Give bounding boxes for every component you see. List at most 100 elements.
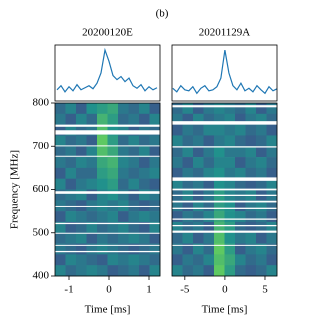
masked-channels [172,244,277,246]
heatmap-cell [65,157,77,169]
heatmap-cell [55,113,66,125]
heatmap-cell [107,254,119,266]
heatmap-cell [65,178,77,190]
heatmap-cell [128,211,140,223]
heatmap-cell [97,178,108,190]
heatmap-cell [107,211,119,223]
heatmap-cell [172,211,183,223]
heatmap-cell [118,189,129,201]
heatmap-cell [128,243,140,255]
heatmap-cell [266,124,278,136]
heatmap-cell [266,254,278,266]
heatmap-cell [55,135,66,147]
heatmap-cell [128,167,140,179]
heatmap-cell [55,254,66,266]
heatmap-cell [97,211,108,223]
heatmap-cell [214,221,225,234]
heatmap-cell [235,178,246,190]
heatmap-cell [214,103,225,115]
heatmap-cell [193,135,204,147]
heatmap-cell [182,103,194,115]
heatmap-cell [224,265,236,277]
heatmap-cell [182,113,194,125]
heatmap-cell [128,178,140,190]
heatmap-cell [107,113,119,125]
heatmap-cell [86,157,98,169]
heatmap-cell [182,135,194,147]
masked-channels [55,250,160,253]
masked-channels [172,224,277,227]
heatmap-cell [193,221,204,234]
heatmap-cell [107,146,119,158]
heatmap-cell [139,221,150,234]
heatmap-cell [76,167,87,179]
heatmap-cell [107,157,119,169]
heatmap-cell [128,232,140,244]
heatmap-cell [107,243,119,255]
heatmap-cell [55,189,66,201]
heatmap-cell [256,200,267,212]
heatmap-cell [97,113,108,125]
masked-channels [55,155,160,157]
heatmap-cell [149,167,161,179]
heatmap-cell [118,103,129,115]
heatmap-cell [224,243,236,255]
heatmap-cell [76,243,87,255]
masked-channels [55,205,160,207]
heatmap-cell [224,178,236,190]
heatmap-cell [224,167,236,179]
heatmap-cell [172,265,183,277]
heatmap-cell [245,211,257,223]
heatmap-cell [118,254,129,266]
heatmap-cell [266,221,278,234]
heatmap-cell [235,211,246,223]
heatmap-cell [76,265,87,277]
panel-title: 20201129A [199,27,251,39]
heatmap-cell [139,113,150,125]
masked-channels [55,130,160,135]
heatmap-cell [182,157,194,169]
heatmap-cell [65,167,77,179]
heatmap-cell [107,178,119,190]
heatmap-cell [107,103,119,115]
heatmap-cell [86,135,98,147]
masked-channels [172,207,277,209]
heatmap-cell [235,124,246,136]
heatmap-cell [139,189,150,201]
heatmap-cell [65,103,77,115]
heatmap-cell [203,243,215,255]
heatmap-cell [55,232,66,244]
heatmap-cell [245,243,257,255]
heatmap-cell [118,178,129,190]
heatmap-cell [86,103,98,115]
heatmap-cell [86,200,98,212]
heatmap-cell [86,167,98,179]
heatmap-cell [256,135,267,147]
heatmap-cell [118,221,129,234]
heatmap-cell [76,135,87,147]
heatmap-cell [65,243,77,255]
heatmap-cell [97,146,108,158]
y-axis-label: Frequency [MHz] [9,150,21,229]
heatmap-cell [86,211,98,223]
heatmap-cell [172,243,183,255]
heatmap-cell [118,157,129,169]
heatmap-cell [55,221,66,234]
heatmap-cell [139,178,150,190]
heatmap-cell [86,178,98,190]
heatmap-cell [55,178,66,190]
heatmap-cell [139,211,150,223]
heatmap-cell [76,103,87,115]
heatmap-cell [172,146,183,158]
heatmap-cell [224,200,236,212]
heatmap-cell [76,157,87,169]
heatmap-cell [55,146,66,158]
heatmap-cell [128,265,140,277]
heatmap-cell [182,124,194,136]
heatmap-cell [203,232,215,244]
heatmap-cell [149,265,161,277]
heatmap-cell [256,157,267,169]
heatmap-cell [182,211,194,223]
heatmap-cell [266,113,278,125]
heatmap-cell [245,221,257,234]
